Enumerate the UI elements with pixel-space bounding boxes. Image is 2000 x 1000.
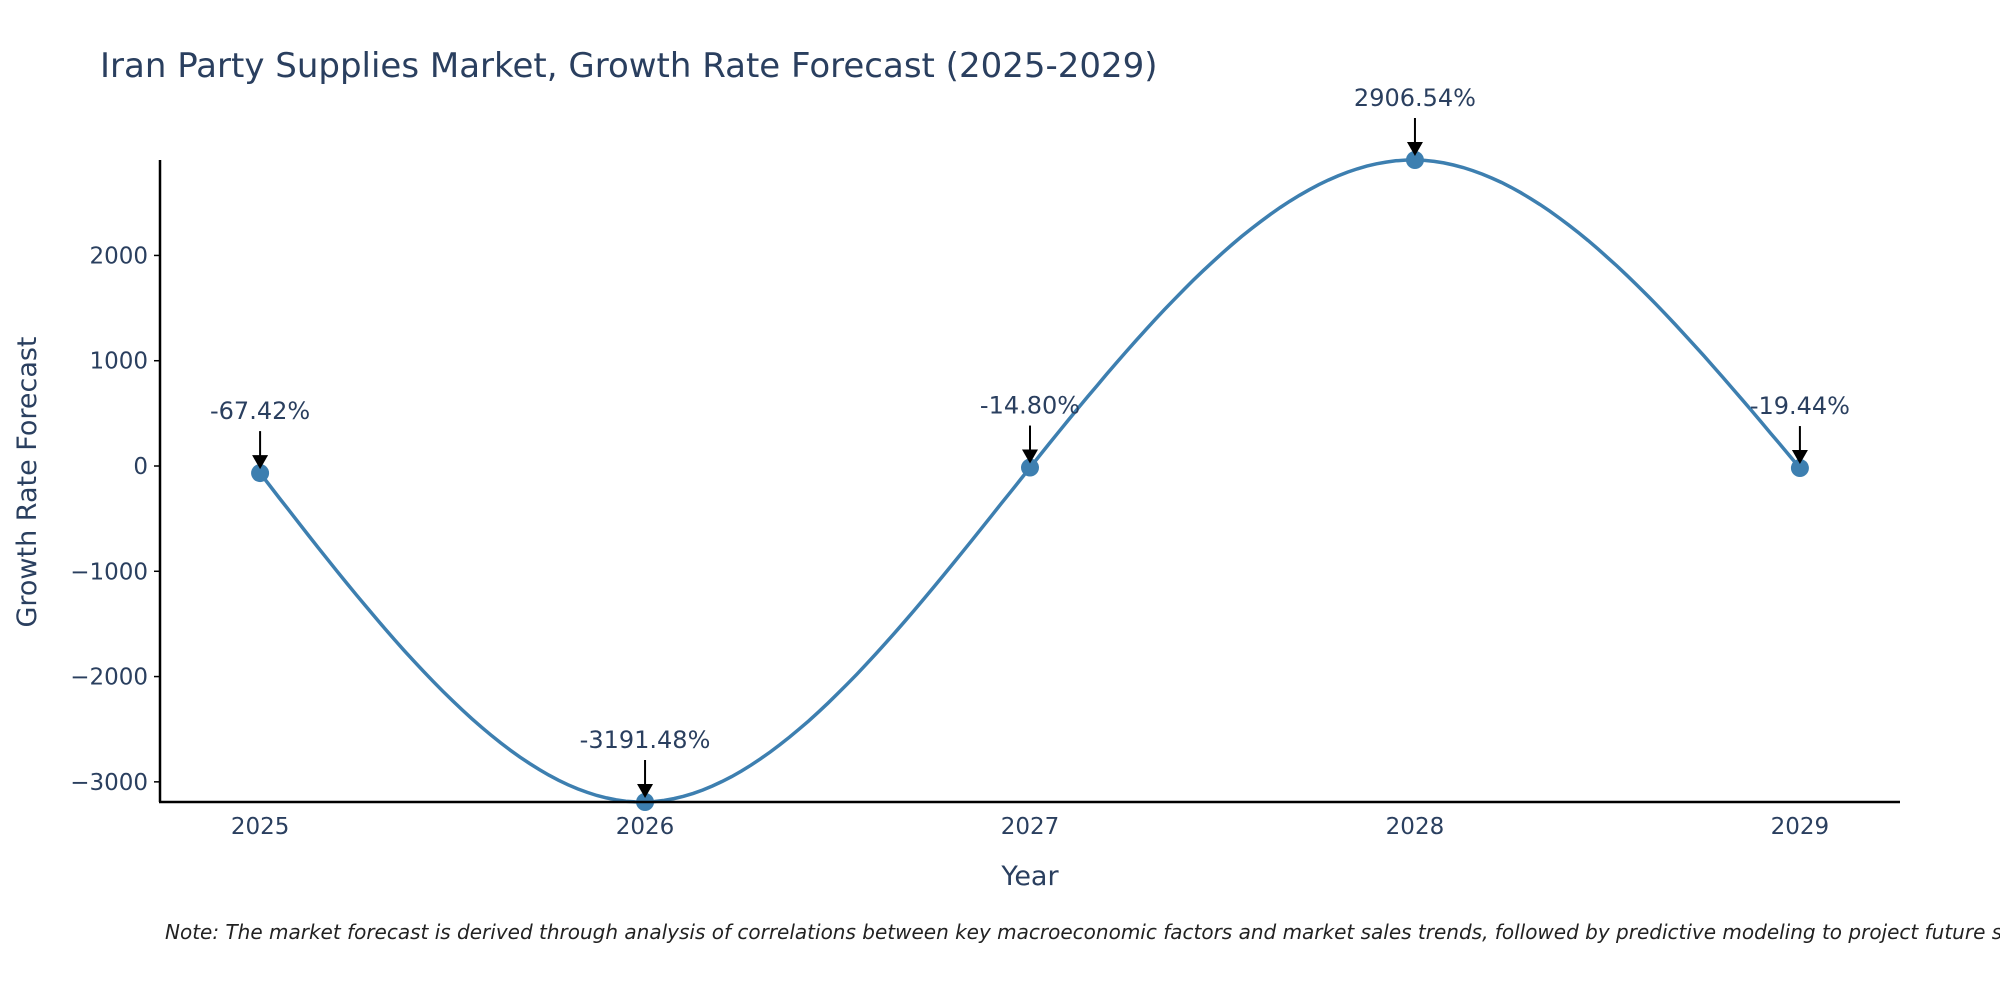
series-line [258, 158, 1802, 804]
annotation-arrowhead [637, 784, 654, 798]
annotation-arrowhead [1791, 450, 1808, 465]
annotation-arrowhead [1406, 142, 1423, 156]
x-tick-label: 2029 [1771, 814, 1830, 840]
chart-title: Iran Party Supplies Market, Growth Rate … [100, 46, 1158, 86]
y-tick-label: −1000 [70, 559, 148, 585]
data-point[interactable] [1405, 151, 1424, 169]
x-tick-label: 2028 [1386, 814, 1445, 840]
annotation-arrowhead [252, 455, 269, 470]
data-point[interactable] [1790, 459, 1809, 478]
data-label: -14.80% [980, 392, 1080, 420]
y-tick-label: −3000 [70, 770, 148, 796]
data-point[interactable] [1021, 458, 1039, 477]
y-tick-label: 2000 [89, 243, 148, 269]
data-label: -67.42% [210, 397, 310, 425]
y-axis-title: Growth Rate Forecast [12, 336, 43, 627]
y-tick-label: 0 [133, 454, 148, 480]
data-label: -3191.48% [580, 726, 711, 754]
x-tick-label: 2027 [1001, 814, 1060, 840]
data-point[interactable] [251, 464, 270, 483]
x-tick-label: 2025 [231, 814, 290, 840]
data-label: -19.44% [1750, 392, 1850, 420]
footnote: Note: The market forecast is derived thr… [165, 920, 2000, 944]
x-tick-label: 2026 [616, 814, 675, 840]
annotation-arrowhead [1022, 449, 1038, 464]
x-axis-title: Year [1000, 861, 1059, 892]
y-tick-label: 1000 [89, 349, 148, 375]
y-tick-label: −2000 [70, 665, 148, 691]
data-label: 2906.54% [1354, 84, 1476, 112]
